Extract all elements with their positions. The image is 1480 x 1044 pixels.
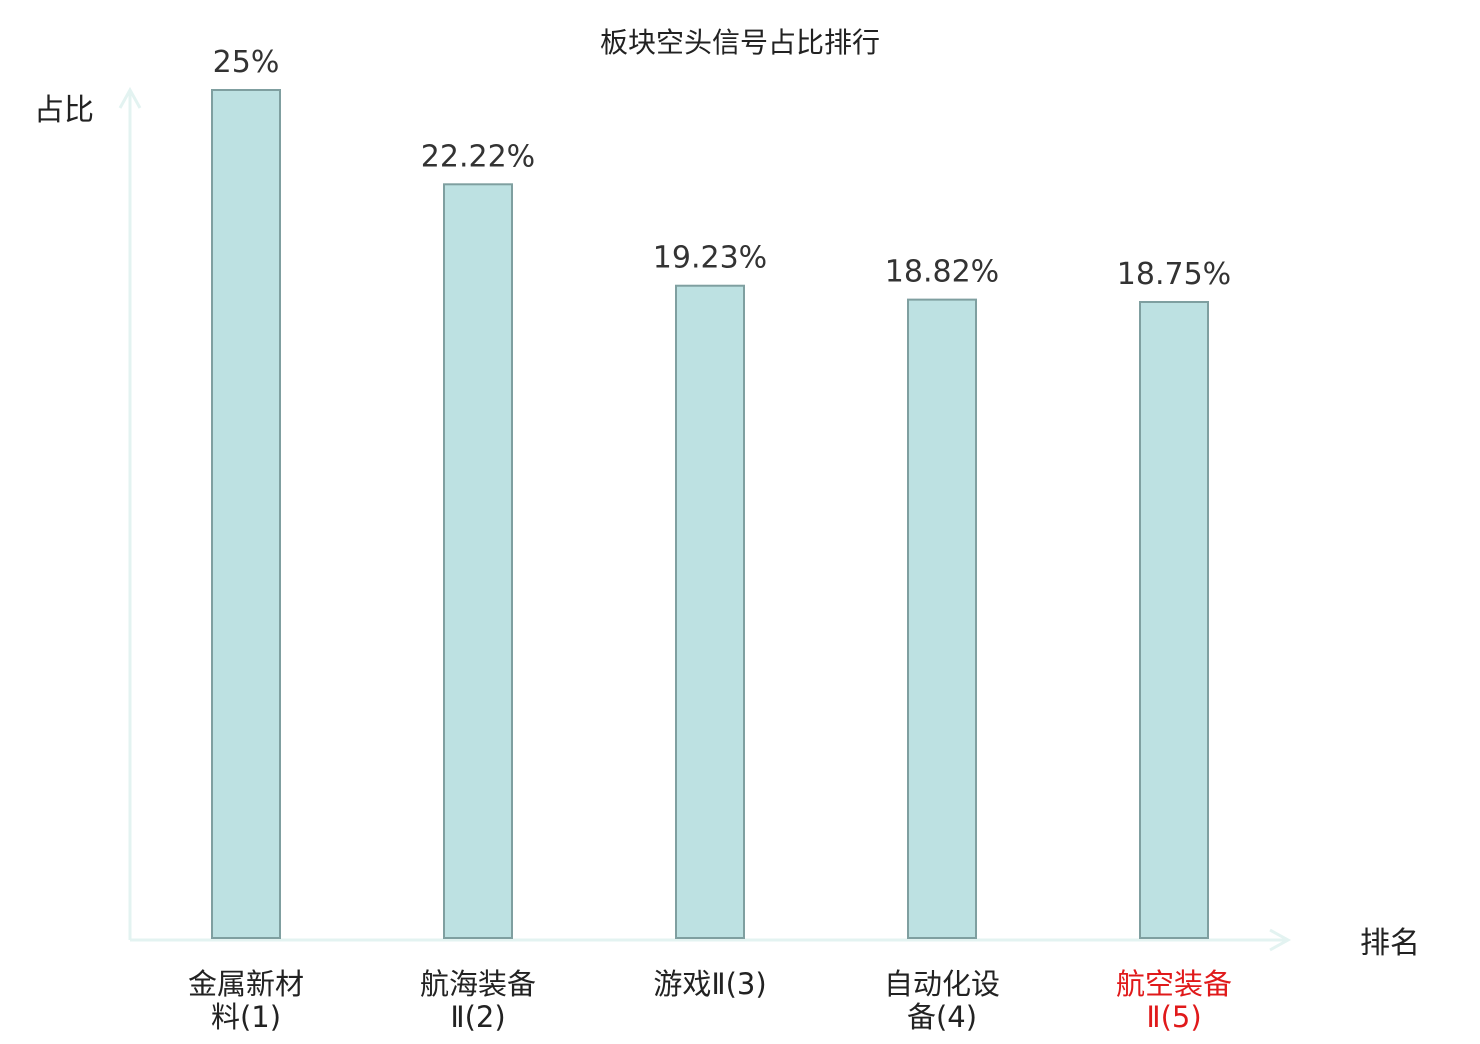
category-label-line: 航空装备 — [1116, 967, 1232, 1001]
y-axis-label: 占比 — [34, 93, 94, 128]
value-label-4: 18.82% — [885, 255, 999, 290]
bar-1 — [211, 89, 281, 939]
category-label-line: 金属新材 — [188, 967, 304, 1001]
value-label-5: 18.75% — [1117, 257, 1231, 292]
bars — [211, 89, 1209, 940]
chart-title: 板块空头信号占比排行 — [600, 26, 880, 59]
bar-5 — [1139, 301, 1209, 939]
category-label-3: 游戏Ⅱ(3) — [653, 967, 766, 1001]
category-label-5: 航空装备 Ⅱ(5) — [1116, 967, 1232, 1034]
category-label-line: 游戏Ⅱ(3) — [653, 967, 766, 1001]
category-label-line: 自动化设 — [884, 967, 1000, 1001]
category-label-line: 备(4) — [907, 1000, 977, 1034]
category-label-line: Ⅱ(2) — [450, 1000, 505, 1034]
value-labels: 25% 22.22% 19.23% 18.82% 18.75% — [213, 45, 1232, 292]
category-label-line: Ⅱ(5) — [1146, 1000, 1201, 1034]
bar-2 — [443, 183, 513, 939]
y-axis-arrow — [118, 86, 142, 109]
category-label-4: 自动化设备(4) — [884, 967, 1000, 1034]
axes — [118, 86, 1292, 952]
value-label-1: 25% — [213, 45, 280, 80]
value-label-3: 19.23% — [653, 241, 767, 276]
x-axis-label: 排名 — [1360, 926, 1420, 961]
category-label-line: 料(1) — [211, 1000, 281, 1034]
value-label-2: 22.22% — [421, 139, 535, 174]
category-label-2: 航海装备 Ⅱ(2) — [420, 967, 536, 1034]
category-label-1: 金属新材料(1) — [188, 967, 304, 1034]
x-axis-arrow — [1269, 928, 1292, 952]
bar-4 — [907, 298, 977, 939]
bar-3 — [675, 284, 745, 940]
category-label-line: 航海装备 — [420, 967, 536, 1001]
category-labels: 金属新材料(1) 航海装备 Ⅱ(2) 游戏Ⅱ(3) 自动化设备(4) 航空装备 Ⅱ(5) — [188, 967, 1232, 1034]
